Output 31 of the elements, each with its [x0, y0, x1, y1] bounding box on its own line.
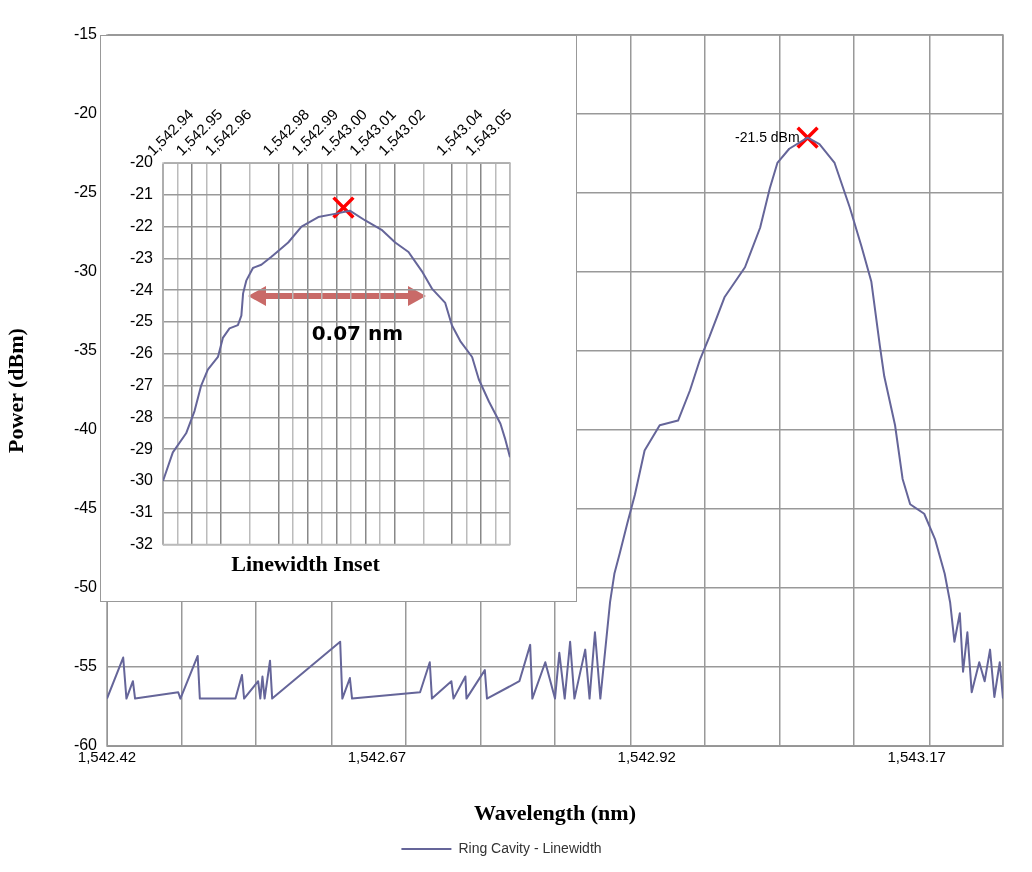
- y-tick-label: -23: [129, 248, 154, 266]
- x-tick-label: 1,543.17: [887, 748, 946, 766]
- x-axis-title: Linewidth Inset: [231, 551, 381, 577]
- annotation: -21.5 dBm: [735, 128, 800, 145]
- y-tick-label: -35: [73, 341, 98, 359]
- y-tick-label: -45: [73, 499, 98, 517]
- annotation: 0.07 nm: [311, 320, 404, 345]
- y-tick-label: -30: [73, 262, 98, 280]
- y-tick-label: -26: [129, 344, 154, 362]
- y-tick-label: -25: [129, 312, 154, 330]
- y-tick-label: -20: [73, 104, 98, 122]
- x-axis-title: Wavelength (nm): [474, 800, 636, 826]
- y-tick-label: -20: [129, 153, 154, 171]
- y-tick-label: -31: [129, 503, 154, 521]
- y-axis-title: Power (dBm): [2, 328, 28, 453]
- y-tick-label: -28: [129, 407, 154, 425]
- y-tick-label: -24: [129, 280, 154, 298]
- y-tick-label: -29: [129, 439, 154, 457]
- y-tick-label: -22: [129, 217, 154, 235]
- x-tick-label: 1,542.92: [617, 748, 676, 766]
- y-tick-label: -25: [73, 183, 98, 201]
- y-tick-label: -50: [73, 578, 98, 596]
- y-tick-label: -15: [73, 25, 98, 43]
- y-tick-label: -21: [129, 185, 154, 203]
- x-tick-label: 1,542.67: [347, 748, 407, 766]
- y-tick-label: -32: [129, 535, 154, 553]
- y-tick-label: -40: [73, 420, 98, 438]
- y-tick-label: -27: [129, 376, 154, 394]
- legend-label: Ring Cavity - Linewidth: [458, 839, 602, 856]
- y-tick-label: -30: [129, 471, 154, 489]
- y-tick-label: -55: [73, 657, 98, 675]
